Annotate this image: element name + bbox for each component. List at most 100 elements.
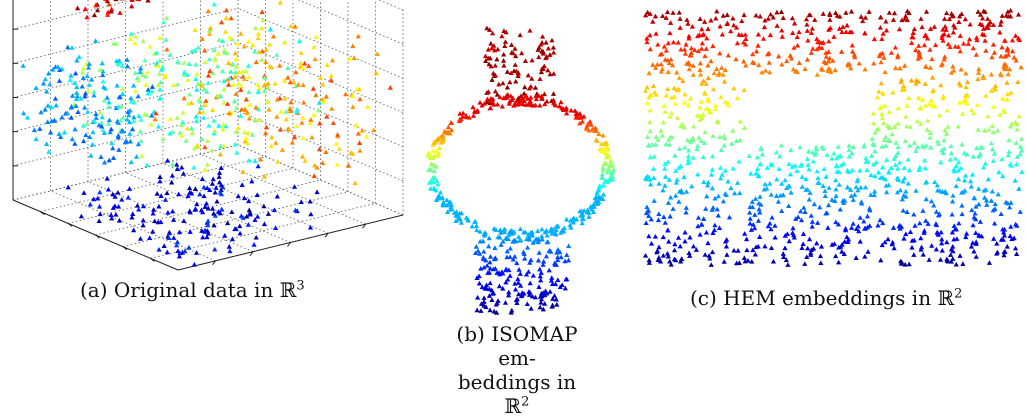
data-point xyxy=(1018,209,1023,214)
data-point xyxy=(330,58,335,63)
data-point xyxy=(833,193,838,198)
data-point xyxy=(151,207,156,212)
data-point xyxy=(194,87,199,92)
data-point xyxy=(906,95,911,100)
data-point xyxy=(660,133,665,138)
data-point xyxy=(131,228,136,233)
data-point xyxy=(311,112,316,117)
data-point xyxy=(533,85,538,90)
data-point xyxy=(757,234,762,239)
data-point xyxy=(992,50,997,55)
data-point xyxy=(80,84,85,89)
data-point xyxy=(897,27,902,32)
data-point xyxy=(294,107,299,112)
data-point xyxy=(691,244,696,249)
data-point xyxy=(895,175,900,180)
data-point xyxy=(535,228,540,233)
data-point xyxy=(661,234,666,239)
data-point xyxy=(140,153,145,158)
data-point xyxy=(774,177,779,182)
data-point xyxy=(329,73,334,78)
data-point xyxy=(195,72,200,77)
data-point xyxy=(909,40,914,45)
data-point xyxy=(106,187,111,192)
data-point xyxy=(656,211,661,216)
data-point xyxy=(324,94,329,99)
data-point xyxy=(686,34,691,39)
data-point xyxy=(885,237,890,242)
data-point xyxy=(903,189,908,194)
data-point xyxy=(171,217,176,222)
data-point xyxy=(697,67,702,72)
data-point xyxy=(82,105,87,110)
data-point xyxy=(43,77,48,82)
data-point xyxy=(1019,136,1024,141)
data-point xyxy=(883,69,888,74)
data-point xyxy=(840,24,845,29)
data-point xyxy=(142,58,147,63)
data-point xyxy=(477,281,482,286)
data-point xyxy=(251,242,256,247)
data-point xyxy=(211,223,216,228)
data-point xyxy=(475,308,480,313)
data-point xyxy=(825,225,830,230)
data-point xyxy=(132,41,137,46)
data-point xyxy=(875,223,880,228)
data-point xyxy=(651,175,656,180)
data-point xyxy=(558,100,563,105)
data-point xyxy=(831,151,836,156)
data-point xyxy=(1013,178,1018,183)
data-point xyxy=(763,68,768,73)
data-point xyxy=(264,47,269,52)
caption-a: (a) Original data in ℝ3 xyxy=(80,278,305,302)
data-point xyxy=(695,172,700,177)
data-point xyxy=(254,59,259,64)
data-point xyxy=(651,83,656,88)
data-point xyxy=(683,210,688,215)
data-point xyxy=(929,243,934,248)
data-point xyxy=(1014,162,1019,167)
data-point xyxy=(662,183,667,188)
data-point xyxy=(216,123,221,128)
data-point xyxy=(918,16,923,21)
data-point xyxy=(518,226,523,231)
data-point xyxy=(566,243,571,248)
data-point xyxy=(212,128,217,133)
data-point xyxy=(580,221,585,226)
data-point xyxy=(493,63,498,68)
data-point xyxy=(976,67,981,72)
data-point xyxy=(231,82,236,87)
data-point xyxy=(776,199,781,204)
data-point xyxy=(720,172,725,177)
data-point xyxy=(721,199,726,204)
data-point xyxy=(865,214,870,219)
data-point xyxy=(790,30,795,35)
data-point xyxy=(90,130,95,135)
data-point xyxy=(868,172,873,177)
data-point xyxy=(782,245,787,250)
data-point xyxy=(536,54,541,59)
data-point xyxy=(870,136,875,141)
data-point xyxy=(942,54,947,59)
data-point xyxy=(45,119,50,124)
data-point xyxy=(518,271,523,276)
data-point xyxy=(57,131,62,136)
data-point xyxy=(732,191,737,196)
data-point xyxy=(855,177,860,182)
data-point xyxy=(696,135,701,140)
data-point xyxy=(992,221,997,226)
data-point xyxy=(273,225,278,230)
data-point xyxy=(202,167,207,172)
data-point xyxy=(671,206,676,211)
data-point xyxy=(653,134,658,139)
data-point xyxy=(766,16,771,21)
data-point xyxy=(551,50,556,55)
data-point xyxy=(843,10,848,15)
data-point xyxy=(788,172,793,177)
data-point xyxy=(768,12,773,17)
data-point xyxy=(871,111,876,116)
data-point xyxy=(308,212,313,217)
data-point xyxy=(165,210,170,215)
data-point xyxy=(686,153,691,158)
data-point xyxy=(804,22,809,27)
